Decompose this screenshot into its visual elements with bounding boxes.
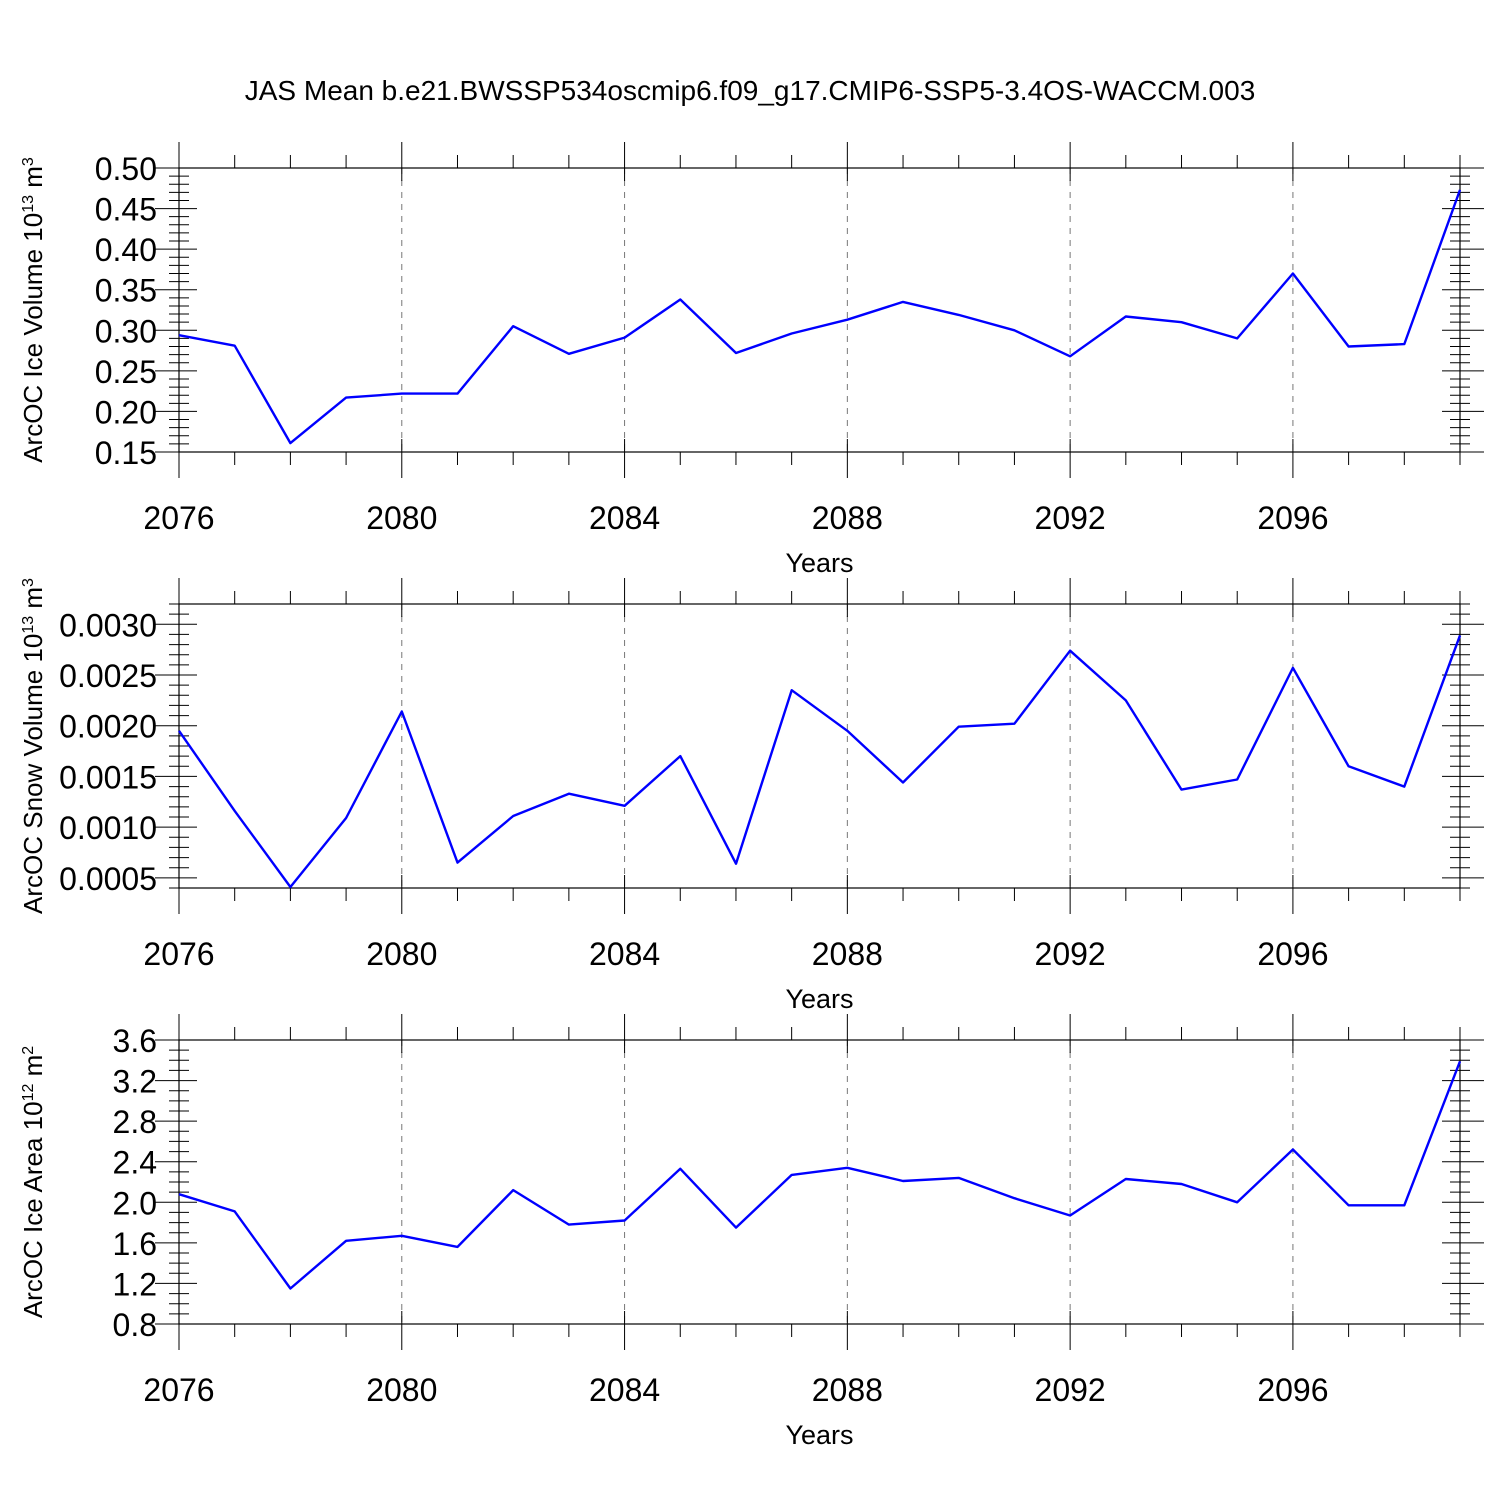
x-tick-label-4: 2092 (1035, 500, 1106, 536)
y-tick-label-0: 0.8 (113, 1307, 157, 1343)
series-line (178, 1060, 1462, 1290)
x-tick-label-0: 2076 (143, 936, 214, 972)
y-tick-label-2: 0.0015 (59, 759, 157, 795)
x-axis-title: Years (785, 548, 853, 578)
y-axis-title-superscript: 2 (20, 1046, 37, 1055)
y-axis-title-superscript: 12 (20, 1084, 37, 1102)
x-axis-title: Years (785, 1420, 853, 1450)
plot-frame (178, 603, 1461, 889)
y-tick-label-0: 0.0005 (59, 861, 157, 897)
y-axis-title: ArcOC Ice Area 1012 m2 (18, 1046, 48, 1318)
x-tick-label-3: 2088 (812, 1372, 883, 1408)
y-tick-label-1: 0.0010 (59, 810, 157, 846)
x-tick-label-2: 2084 (589, 1372, 660, 1408)
y-axis-title-part: ArcOC Snow Volume 10 (18, 634, 48, 914)
y-tick-label-2: 0.25 (95, 354, 157, 390)
y-axis-title-part: ArcOC Ice Area 10 (18, 1101, 48, 1318)
y-tick-label-4: 2.4 (113, 1145, 157, 1181)
y-tick-label-3: 0.30 (95, 313, 157, 349)
x-tick-label-5: 2096 (1257, 1372, 1328, 1408)
y-tick-label-0: 0.15 (95, 435, 157, 471)
y-axis-title-superscript: 3 (20, 157, 37, 166)
x-tick-label-3: 2088 (812, 500, 883, 536)
y-tick-label-6: 3.2 (113, 1064, 157, 1100)
y-tick-label-4: 0.35 (95, 273, 157, 309)
y-axis-title: ArcOC Ice Volume 1013 m3 (18, 157, 48, 463)
y-tick-label-5: 0.40 (95, 232, 157, 268)
panels: 2076 2080 2084 2088 2092 2096 Years 0.15 0.20 0.2… (18, 142, 1484, 1450)
series-line (178, 634, 1462, 889)
x-tick-label-1: 2080 (366, 1372, 437, 1408)
y-axis-title-superscript: 13 (20, 616, 37, 634)
x-tick-label-3: 2088 (812, 936, 883, 972)
x-tick-label-1: 2080 (366, 500, 437, 536)
y-tick-label-5: 0.0030 (59, 607, 157, 643)
x-tick-label-4: 2092 (1035, 1372, 1106, 1408)
y-axis-title: ArcOC Snow Volume 1013 m3 (18, 578, 48, 914)
x-tick-label-0: 2076 (143, 1372, 214, 1408)
x-tick-label-1: 2080 (366, 936, 437, 972)
figure-title: JAS Mean b.e21.BWSSP534oscmip6.f09_g17.C… (245, 75, 1256, 106)
x-tick-label-4: 2092 (1035, 936, 1106, 972)
y-tick-label-5: 2.8 (113, 1104, 157, 1140)
x-axis-title: Years (785, 984, 853, 1014)
y-tick-label-1: 1.2 (113, 1266, 157, 1302)
x-tick-label-0: 2076 (143, 500, 214, 536)
y-tick-label-7: 3.6 (113, 1023, 157, 1059)
panel-1: 2076 2080 2084 2088 2092 2096 Years 0.15 0.20 0.2… (18, 142, 1484, 578)
y-tick-label-6: 0.45 (95, 192, 157, 228)
y-axis-title-part: ArcOC Ice Volume 10 (18, 213, 48, 463)
y-tick-label-7: 0.50 (95, 151, 157, 187)
y-tick-label-2: 1.6 (113, 1226, 157, 1262)
y-axis-title-superscript: 13 (20, 195, 37, 213)
y-tick-label-3: 2.0 (113, 1185, 157, 1221)
y-tick-label-1: 0.20 (95, 394, 157, 430)
y-axis-title-part: m (18, 587, 48, 616)
plot-frame (178, 1039, 1461, 1325)
plot-frame (178, 167, 1461, 453)
x-tick-label-2: 2084 (589, 500, 660, 536)
x-tick-label-2: 2084 (589, 936, 660, 972)
panel-3: 2076 2080 2084 2088 2092 2096 Years 0.8 1.2 1.6 2.… (18, 1014, 1484, 1450)
y-tick-label-3: 0.0020 (59, 709, 157, 745)
panel-2: 2076 2080 2084 2088 2092 2096 Years 0.0005 0.001… (18, 578, 1484, 1014)
y-axis-title-part: m (18, 1055, 48, 1084)
x-tick-label-5: 2096 (1257, 500, 1328, 536)
series-line (178, 189, 1462, 445)
y-axis-title-part: m (18, 166, 48, 195)
x-tick-label-5: 2096 (1257, 936, 1328, 972)
y-tick-label-4: 0.0025 (59, 658, 157, 694)
y-axis-title-superscript: 3 (20, 578, 37, 587)
